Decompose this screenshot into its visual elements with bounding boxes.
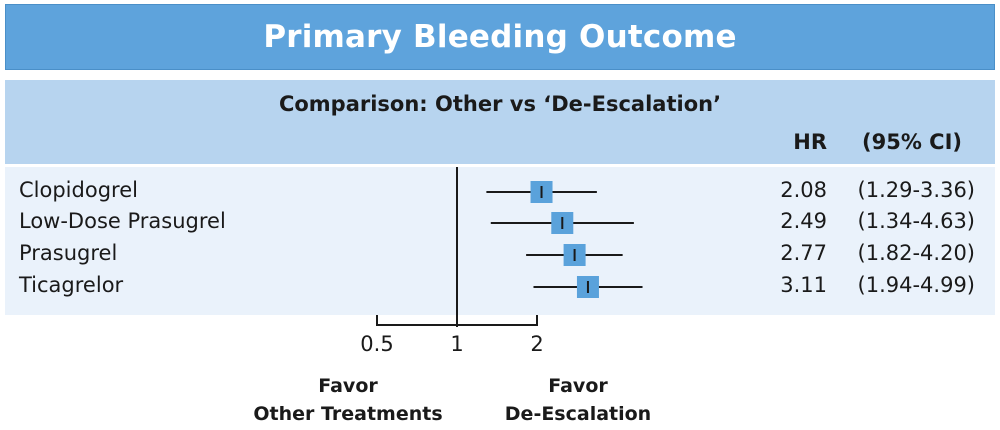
row-label-1: Low-Dose Prasugrel bbox=[19, 209, 226, 233]
x-tick-label-0: 0.5 bbox=[360, 332, 394, 356]
row-ci-value-0: (1.29-3.36) bbox=[857, 178, 975, 202]
row-hr-value-3: 3.11 bbox=[780, 273, 827, 297]
favor-right-line2: De-Escalation bbox=[504, 403, 652, 425]
row-hr-value-0: 2.08 bbox=[780, 178, 827, 202]
favor-right-label: Favor De-Escalation bbox=[478, 372, 678, 428]
row-ci-value-2: (1.82-4.20) bbox=[857, 241, 975, 265]
favor-left-line1: Favor bbox=[318, 375, 378, 397]
row-hr-value-2: 2.77 bbox=[780, 241, 827, 265]
title-banner: Primary Bleeding Outcome bbox=[5, 4, 995, 70]
chart-title: Primary Bleeding Outcome bbox=[263, 19, 737, 55]
row-label-0: Clopidogrel bbox=[19, 178, 138, 202]
x-tick-label-2: 2 bbox=[530, 332, 544, 356]
row-hr-value-1: 2.49 bbox=[780, 209, 827, 233]
favor-right-line1: Favor bbox=[548, 375, 608, 397]
header-panel: Comparison: Other vs ‘De-Escalation’ HR … bbox=[5, 80, 995, 164]
ci-column-header: (95% CI) bbox=[862, 130, 962, 154]
row-ci-value-1: (1.34-4.63) bbox=[857, 209, 975, 233]
chart-subtitle: Comparison: Other vs ‘De-Escalation’ bbox=[278, 92, 722, 116]
row-label-2: Prasugrel bbox=[19, 241, 118, 265]
hr-column-header: HR bbox=[793, 130, 827, 154]
row-label-3: Ticagrelor bbox=[19, 273, 124, 297]
favor-left-label: Favor Other Treatments bbox=[238, 372, 458, 428]
x-tick-label-1: 1 bbox=[450, 332, 464, 356]
favor-left-line2: Other Treatments bbox=[253, 403, 443, 425]
row-ci-value-3: (1.94-4.99) bbox=[857, 273, 975, 297]
